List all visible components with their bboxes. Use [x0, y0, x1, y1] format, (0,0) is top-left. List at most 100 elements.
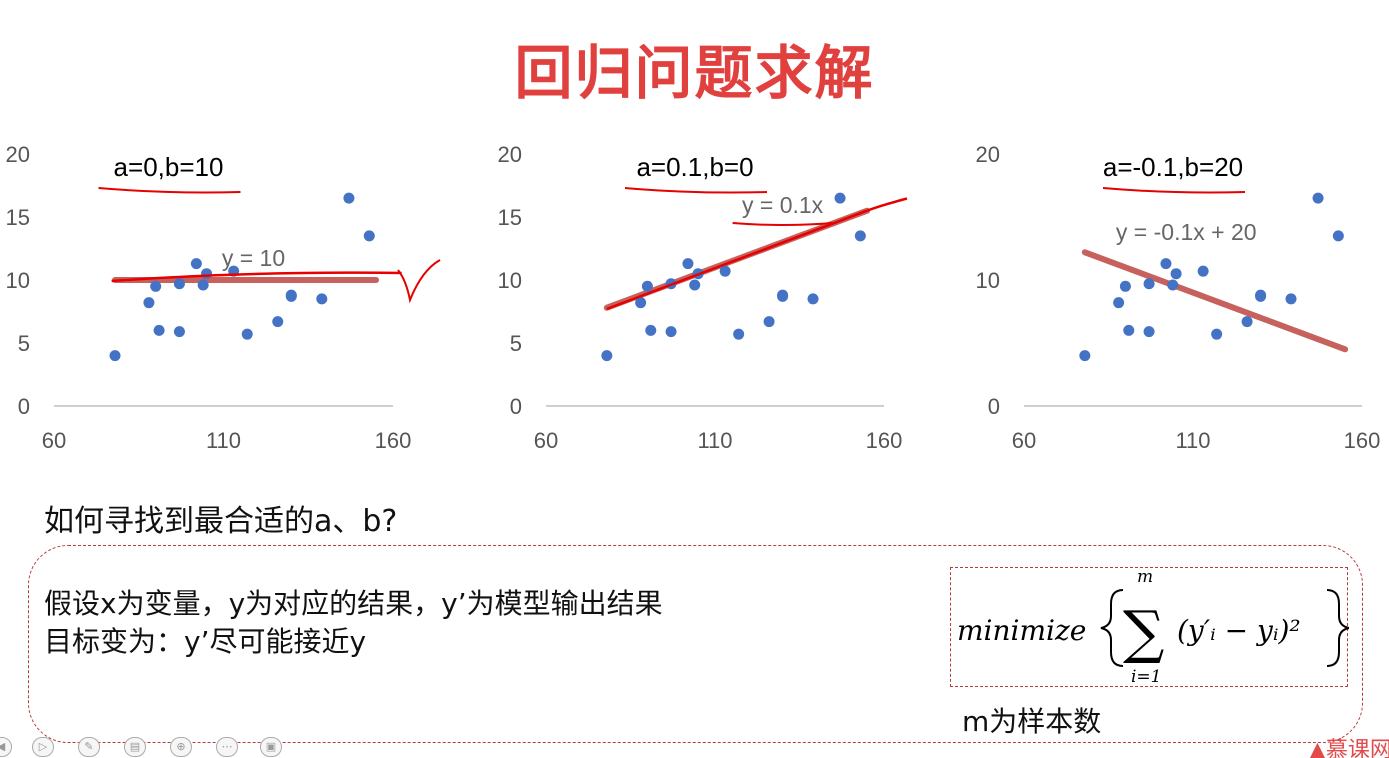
dashed-rounded-box	[28, 545, 1363, 743]
data-point	[854, 230, 866, 242]
y-tick-label: 10	[976, 268, 1000, 293]
data-point	[1167, 279, 1179, 291]
x-tick-label: 110	[1175, 428, 1210, 453]
y-tick-label: 15	[6, 205, 30, 230]
data-point	[173, 278, 185, 290]
question-text: 如何寻找到最合适的a、b?	[44, 504, 398, 539]
formula-func: minimize	[957, 614, 1086, 647]
y-tick-label: 20	[976, 142, 1000, 167]
scatter-chart-1: 0 5 10 15 20 60 110 160 a=0,b=10 y = 10	[6, 142, 441, 453]
sum-upper: m	[1137, 568, 1153, 587]
data-point	[1160, 258, 1172, 270]
x-tick-label: 110	[697, 428, 732, 453]
formula-term: (y′ᵢ − yᵢ)²	[1177, 614, 1301, 647]
x-tick-label: 60	[534, 428, 558, 453]
parameter-annotation: a=0,b=10	[114, 152, 224, 182]
scatter-chart-3: 0 10 20 60 110 160 a=-0.1,b=20 y = -0.1x + 20	[976, 142, 1381, 453]
x-tick-label: 160	[1344, 428, 1381, 453]
data-point	[285, 289, 297, 301]
y-tick-label: 0	[18, 394, 30, 419]
data-point	[1143, 326, 1155, 338]
assumption-text: 假设x为变量，y为对应的结果，y’为模型输出结果 目标变为：y’尽可能接近y	[44, 585, 663, 661]
data-point	[1255, 289, 1267, 301]
data-point	[363, 230, 375, 242]
formula-box: minimize m ∑ i=1 (y′ᵢ − yᵢ)²	[950, 567, 1349, 687]
data-point	[1123, 324, 1135, 336]
previous-icon[interactable]: ◀	[0, 737, 12, 757]
red-highlight-stroke	[606, 197, 908, 311]
data-point	[109, 350, 121, 362]
brand-flame-icon: ▲	[1309, 738, 1326, 758]
x-tick-label: 110	[206, 428, 241, 453]
y-tick-label: 20	[6, 142, 30, 167]
data-point	[834, 192, 846, 204]
data-point	[1332, 230, 1344, 242]
data-point	[719, 265, 731, 277]
y-tick-label: 5	[510, 331, 522, 356]
brand-logo: ▲慕课网	[1309, 732, 1389, 758]
y-tick-label: 15	[498, 205, 522, 230]
data-point	[150, 280, 162, 292]
parameter-annotation: a=0.1,b=0	[636, 152, 753, 182]
data-point	[190, 258, 202, 270]
data-point	[645, 324, 657, 336]
annotation-underline	[624, 187, 768, 194]
data-point	[1312, 192, 1324, 204]
data-point	[197, 279, 209, 291]
data-point	[689, 279, 701, 291]
y-tick-label: 10	[498, 268, 522, 293]
x-tick-label: 160	[866, 428, 903, 453]
data-point	[143, 297, 155, 309]
line-equation-label: y = -0.1x + 20	[1116, 219, 1257, 245]
zoom-icon[interactable]: ⊕	[170, 737, 192, 757]
left-brace	[1100, 589, 1124, 667]
x-tick-label: 60	[1012, 428, 1036, 453]
slide-title: 回归问题求解	[514, 39, 875, 107]
data-point	[1170, 268, 1182, 280]
data-point	[272, 316, 284, 328]
y-tick-label: 5	[18, 331, 30, 356]
fit-line	[1081, 249, 1349, 353]
data-point	[1079, 350, 1091, 362]
data-point	[601, 350, 613, 362]
sum-symbol: ∑	[1123, 598, 1164, 666]
pen-icon[interactable]: ✎	[78, 737, 100, 757]
data-point	[1211, 328, 1223, 340]
data-point	[1197, 265, 1209, 277]
y-tick-label: 0	[510, 394, 522, 419]
line-equation-label: y = 10	[222, 245, 285, 271]
parameter-annotation: a=-0.1,b=20	[1103, 152, 1243, 182]
slides-icon[interactable]: ▤	[124, 737, 146, 757]
sample-count-note: m为样本数	[962, 705, 1102, 738]
annotation-underline	[98, 187, 241, 194]
red-highlight-stroke	[111, 271, 402, 283]
screen-icon[interactable]: ▣	[260, 737, 282, 757]
data-point	[1113, 297, 1125, 309]
data-point	[201, 268, 213, 280]
x-tick-label: 60	[42, 428, 66, 453]
play-icon[interactable]: ▷	[32, 737, 54, 757]
right-brace	[1326, 589, 1349, 667]
assumption-line-2: 目标变为：y’尽可能接近y	[44, 625, 367, 658]
line-equation-label: y = 0.1x	[742, 192, 824, 218]
sum-lower: i=1	[1131, 667, 1162, 687]
minimize-formula: minimize m ∑ i=1 (y′ᵢ − yᵢ)²	[957, 568, 1349, 687]
data-point	[641, 280, 653, 292]
brand-text: 慕课网	[1325, 738, 1389, 758]
data-point	[635, 297, 647, 309]
data-point	[343, 192, 355, 204]
annotation-underline	[1102, 187, 1246, 194]
equation-underline	[732, 222, 833, 226]
data-point	[1119, 280, 1131, 292]
more-icon[interactable]: ⋯	[216, 737, 238, 757]
data-point	[241, 328, 253, 340]
data-point	[665, 326, 677, 338]
data-point	[733, 328, 745, 340]
y-tick-label: 20	[498, 142, 522, 167]
data-point	[777, 289, 789, 301]
scatter-chart-2: 0 5 10 15 20 60 110 160 a=0.1,b=0 y = 0.1x	[498, 142, 908, 453]
data-point	[153, 324, 165, 336]
data-point	[807, 293, 819, 305]
data-point	[1285, 293, 1297, 305]
data-point	[1241, 316, 1253, 328]
